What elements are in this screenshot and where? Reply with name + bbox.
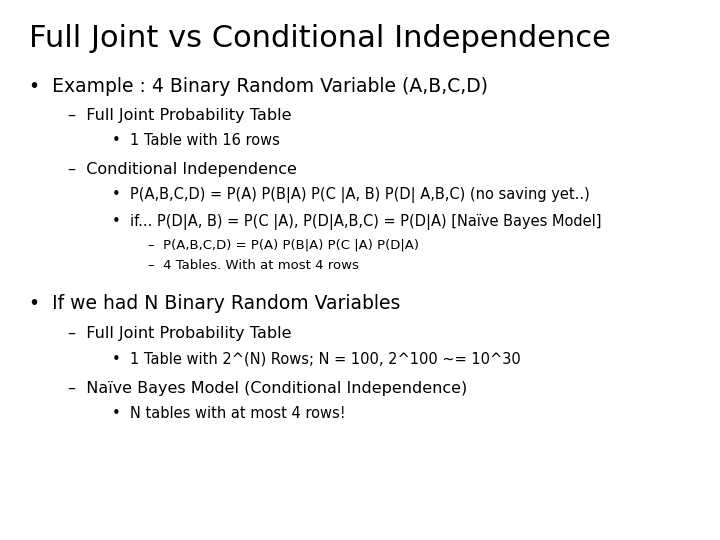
Text: –  Conditional Independence: – Conditional Independence xyxy=(68,162,297,177)
Text: •  Example : 4 Binary Random Variable (A,B,C,D): • Example : 4 Binary Random Variable (A,… xyxy=(29,77,488,96)
Text: •  N tables with at most 4 rows!: • N tables with at most 4 rows! xyxy=(112,406,345,421)
Text: –  4 Tables. With at most 4 rows: – 4 Tables. With at most 4 rows xyxy=(148,259,359,272)
Text: –  Full Joint Probability Table: – Full Joint Probability Table xyxy=(68,108,292,123)
Text: –  Full Joint Probability Table: – Full Joint Probability Table xyxy=(68,326,292,341)
Text: Full Joint vs Conditional Independence: Full Joint vs Conditional Independence xyxy=(29,24,611,53)
Text: •  1 Table with 2^(N) Rows; N = 100, 2^100 ~= 10^30: • 1 Table with 2^(N) Rows; N = 100, 2^10… xyxy=(112,351,521,366)
Text: –  Naïve Bayes Model (Conditional Independence): – Naïve Bayes Model (Conditional Indepen… xyxy=(68,381,468,396)
Text: –  P(A,B,C,D) = P(A) P(B|A) P(C |A) P(D|A): – P(A,B,C,D) = P(A) P(B|A) P(C |A) P(D|A… xyxy=(148,239,418,252)
Text: •  If we had N Binary Random Variables: • If we had N Binary Random Variables xyxy=(29,294,400,313)
Text: •  P(A,B,C,D) = P(A) P(B|A) P(C |A, B) P(D| A,B,C) (no saving yet..): • P(A,B,C,D) = P(A) P(B|A) P(C |A, B) P(… xyxy=(112,187,590,204)
Text: •  if... P(D|A, B) = P(C |A), P(D|A,B,C) = P(D|A) [Naïve Bayes Model]: • if... P(D|A, B) = P(C |A), P(D|A,B,C) … xyxy=(112,214,601,231)
Text: •  1 Table with 16 rows: • 1 Table with 16 rows xyxy=(112,133,279,148)
